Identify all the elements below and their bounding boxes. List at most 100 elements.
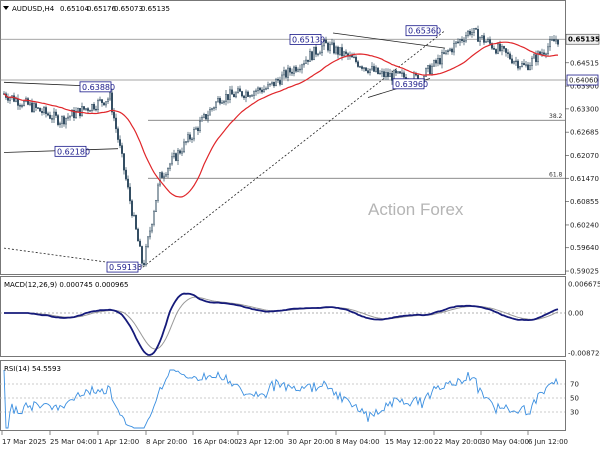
candle-body (35, 103, 37, 108)
candle-body (179, 150, 181, 154)
candle-body (427, 65, 429, 69)
candle-body (339, 47, 341, 55)
candle-body (483, 35, 485, 43)
candle-body (383, 71, 385, 77)
candle-body (41, 111, 43, 113)
candle-body (101, 99, 103, 103)
candle-body (159, 172, 161, 186)
candle-body (429, 65, 431, 75)
rsi-tick-label: 70 (570, 381, 579, 389)
current-price-box (565, 33, 600, 45)
candle-body (123, 153, 125, 171)
time-tick-label: 23 Apr 12:00 (238, 438, 284, 446)
candle-body (287, 67, 289, 78)
candle-body (89, 110, 91, 112)
rsi-line (3, 369, 559, 429)
candle-body (107, 98, 109, 102)
candle-body (327, 42, 329, 51)
candle-body (127, 178, 129, 188)
price-tick-label: 0.63300 (570, 105, 599, 113)
candle-body (297, 69, 299, 72)
candle-body (195, 127, 197, 130)
candle-body (545, 53, 547, 55)
rsi-tick-label: 30 (570, 409, 579, 417)
candle-body (121, 145, 123, 154)
candle-body (485, 41, 487, 43)
candle-body (213, 107, 215, 109)
candle-body (61, 116, 63, 124)
candle-body (229, 89, 231, 100)
price-panel-frame (0, 0, 566, 275)
current-price-label: 0.65135 (568, 36, 600, 44)
candle-body (175, 153, 177, 161)
candle-body (83, 106, 85, 110)
candle-body (219, 98, 221, 104)
candle-body (39, 107, 41, 112)
candle-body (525, 64, 527, 66)
candle-body (303, 63, 305, 66)
candle-body (333, 42, 335, 54)
candle-body (275, 79, 277, 87)
level-box-label: 0.62180 (57, 147, 90, 156)
price-axis: 0.65135 0.64515 0.640600.63900 0.63300 0.626… (565, 36, 599, 276)
candle-body (279, 80, 281, 85)
price-tick-label: 0.60240 (570, 221, 599, 229)
candle-body (67, 116, 69, 119)
candle-body (227, 94, 229, 100)
candle-body (337, 46, 339, 55)
candle-body (139, 240, 141, 247)
candle-body (155, 199, 157, 212)
candle-body (499, 43, 501, 52)
candle-body (233, 94, 235, 98)
candle-body (185, 141, 187, 143)
candle-body (543, 52, 545, 55)
candle-body (13, 95, 15, 102)
candle-body (145, 246, 147, 266)
candle-body (19, 105, 21, 107)
candle-body (461, 39, 463, 41)
candle-body (475, 28, 477, 30)
macd-axis: 0.006675 0.00 -0.008724 (568, 281, 600, 358)
candle-body (425, 68, 427, 77)
header-open: 0.65104 (60, 5, 89, 13)
candle-body (57, 115, 59, 125)
candle-body (537, 51, 539, 63)
candle-body (491, 43, 493, 49)
candle-body (501, 46, 503, 52)
header-symbol: AUDUSD,H4 (12, 5, 55, 13)
candle-body (129, 186, 131, 202)
candle-body (335, 46, 337, 54)
candle-body (319, 52, 321, 55)
candle-body (99, 99, 101, 101)
candle-body (77, 108, 79, 112)
candle-body (197, 127, 199, 132)
price-tick-label: 0.59640 (570, 244, 599, 252)
candle-body (163, 175, 165, 178)
candle-body (183, 141, 185, 153)
candle-body (479, 37, 481, 42)
candle-body (209, 109, 211, 116)
candle-body (191, 138, 193, 140)
candle-body (395, 70, 397, 74)
candle-body (23, 100, 25, 107)
time-tick-label: 8 May 04:00 (336, 438, 380, 446)
price-tick-label: 0.59025 (570, 268, 599, 276)
candle-body (469, 30, 471, 35)
macd-tick-label: 0.006675 (568, 281, 600, 289)
candle-body (555, 39, 557, 42)
candle-body (403, 72, 405, 78)
candle-body (493, 48, 495, 50)
candle-body (467, 30, 469, 36)
candle-body (173, 153, 175, 158)
candle-body (271, 81, 273, 85)
candle-body (309, 51, 311, 62)
candle-body (223, 101, 225, 103)
candle-body (7, 97, 9, 101)
trend-line (332, 32, 446, 49)
candle-body (143, 262, 145, 266)
candle-body (193, 128, 195, 140)
candle-body (451, 48, 453, 53)
boxed-labels: 0.63880 0.62180 0.59130 0.65130 0.65360 0.639… (54, 25, 599, 273)
candle-body (247, 91, 249, 97)
candle-body (277, 79, 279, 81)
